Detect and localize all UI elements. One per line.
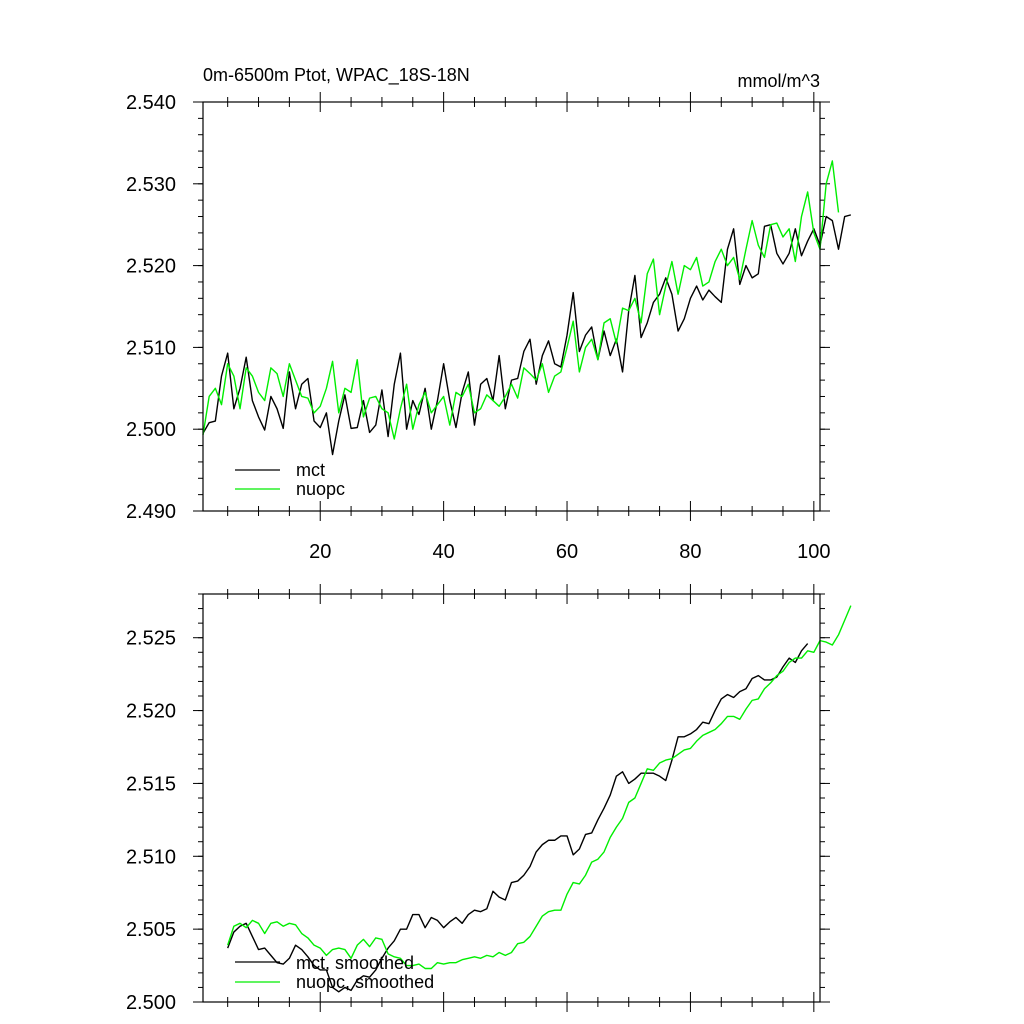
bottom-series-lines <box>227 605 852 993</box>
y-tick-label: 2.530 <box>126 174 176 196</box>
x-tick-label: 60 <box>556 541 578 563</box>
bottom-legend: mct, smoothed nuopc, smoothed <box>235 953 434 992</box>
y-tick-label: 2.520 <box>126 256 176 278</box>
y-tick-label: 2.510 <box>126 337 176 359</box>
x-tick-label: 20 <box>309 541 331 563</box>
x-tick-label: 80 <box>679 541 701 563</box>
top-panel: 0m-6500m Ptot, WPAC_18S-18N mmol/m^3 20 4… <box>126 65 852 563</box>
y-tick-label: 2.505 <box>126 919 176 941</box>
top-plot-frame <box>202 101 821 512</box>
bottom-plot-frame <box>202 593 821 1003</box>
x-tick-label: 40 <box>433 541 455 563</box>
units-label: mmol/m^3 <box>738 71 820 91</box>
y-tick-label: 2.515 <box>126 773 176 795</box>
series-line-mct-smoothed <box>227 643 809 993</box>
x-tick-label: 100 <box>797 541 830 563</box>
series-line-nuopc <box>202 160 840 440</box>
bottom-axis-ticks: 2.500 2.505 2.510 2.515 2.520 2.525 <box>126 584 830 1014</box>
legend-label-mct: mct <box>296 460 325 480</box>
legend-label-mct-smoothed: mct, smoothed <box>296 953 414 973</box>
y-tick-label: 2.520 <box>126 701 176 723</box>
legend-label-nuopc: nuopc <box>296 479 345 499</box>
y-tick-label: 2.500 <box>126 992 176 1014</box>
y-tick-label: 2.525 <box>126 628 176 650</box>
top-legend: mct nuopc <box>235 460 345 499</box>
legend-label-nuopc-smoothed: nuopc, smoothed <box>296 972 434 992</box>
series-line-nuopc-smoothed <box>227 605 852 970</box>
y-tick-label: 2.500 <box>126 419 176 441</box>
top-axis-ticks: 20 40 60 80 100 2.490 2.500 2.510 2.520 2.530 2.54… <box>126 92 831 563</box>
chart-title: 0m-6500m Ptot, WPAC_18S-18N <box>203 65 470 86</box>
y-tick-label: 2.490 <box>126 501 176 523</box>
y-tick-label: 2.540 <box>126 92 176 114</box>
series-line-mct <box>202 214 852 456</box>
y-tick-label: 2.510 <box>126 846 176 868</box>
top-series-lines <box>202 160 852 456</box>
bottom-panel: 2.500 2.505 2.510 2.515 2.520 2.525 mct, smoo… <box>126 584 852 1014</box>
